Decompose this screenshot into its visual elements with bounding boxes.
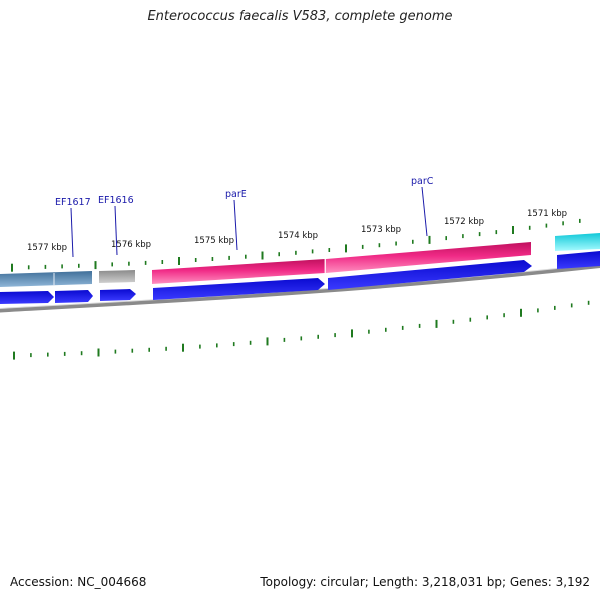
kbp-label: 1573 kbp (361, 225, 401, 235)
genome-stats-text: Topology: circular; Length: 3,218,031 bp… (260, 575, 590, 589)
gene-label-parE: parE (225, 189, 247, 200)
kbp-label: 1576 kbp (111, 240, 151, 250)
gene-ef1617-block (0, 271, 92, 287)
gene-leader-parC (421, 186, 428, 237)
cds-strand-track (0, 251, 600, 304)
gene-label-ef1617: EF1617 (55, 197, 91, 208)
gene-parC-block (326, 242, 531, 273)
genome-backbone (0, 264, 600, 313)
gene-label-parC: parC (411, 176, 434, 187)
gene-callouts: EF1617 EF1616 parE parC (55, 176, 434, 258)
gene-leader-ef1617 (70, 207, 74, 258)
outer-tick-ring (11, 218, 581, 272)
kbp-label: 1577 kbp (27, 243, 67, 253)
gene-edge-block (555, 233, 600, 251)
accession-text: Accession: NC_004668 (10, 575, 147, 589)
feature-track (0, 233, 600, 287)
gene-label-ef1616: EF1616 (98, 195, 134, 206)
cds-arrow (0, 291, 54, 304)
cds-arrow (153, 278, 325, 300)
genome-title: Enterococcus faecalis V583, complete gen… (147, 9, 453, 24)
kbp-label: 1574 kbp (278, 231, 318, 241)
cds-arrow (557, 251, 600, 269)
cds-arrow (55, 290, 93, 303)
gene-parE-block (152, 259, 325, 284)
kbp-label: 1571 kbp (527, 209, 567, 219)
gene-leader-parE (233, 199, 238, 251)
kbp-label: 1575 kbp (194, 236, 234, 246)
gene-ef1616-block (99, 270, 135, 283)
cds-arrow (100, 289, 136, 301)
kbp-labels: 1577 kbp 1576 kbp 1575 kbp 1574 kbp 1573… (27, 209, 567, 253)
kbp-label: 1572 kbp (444, 217, 484, 227)
cds-arrow (328, 260, 532, 290)
inner-tick-ring (13, 300, 590, 360)
gene-leader-ef1616 (114, 205, 118, 256)
